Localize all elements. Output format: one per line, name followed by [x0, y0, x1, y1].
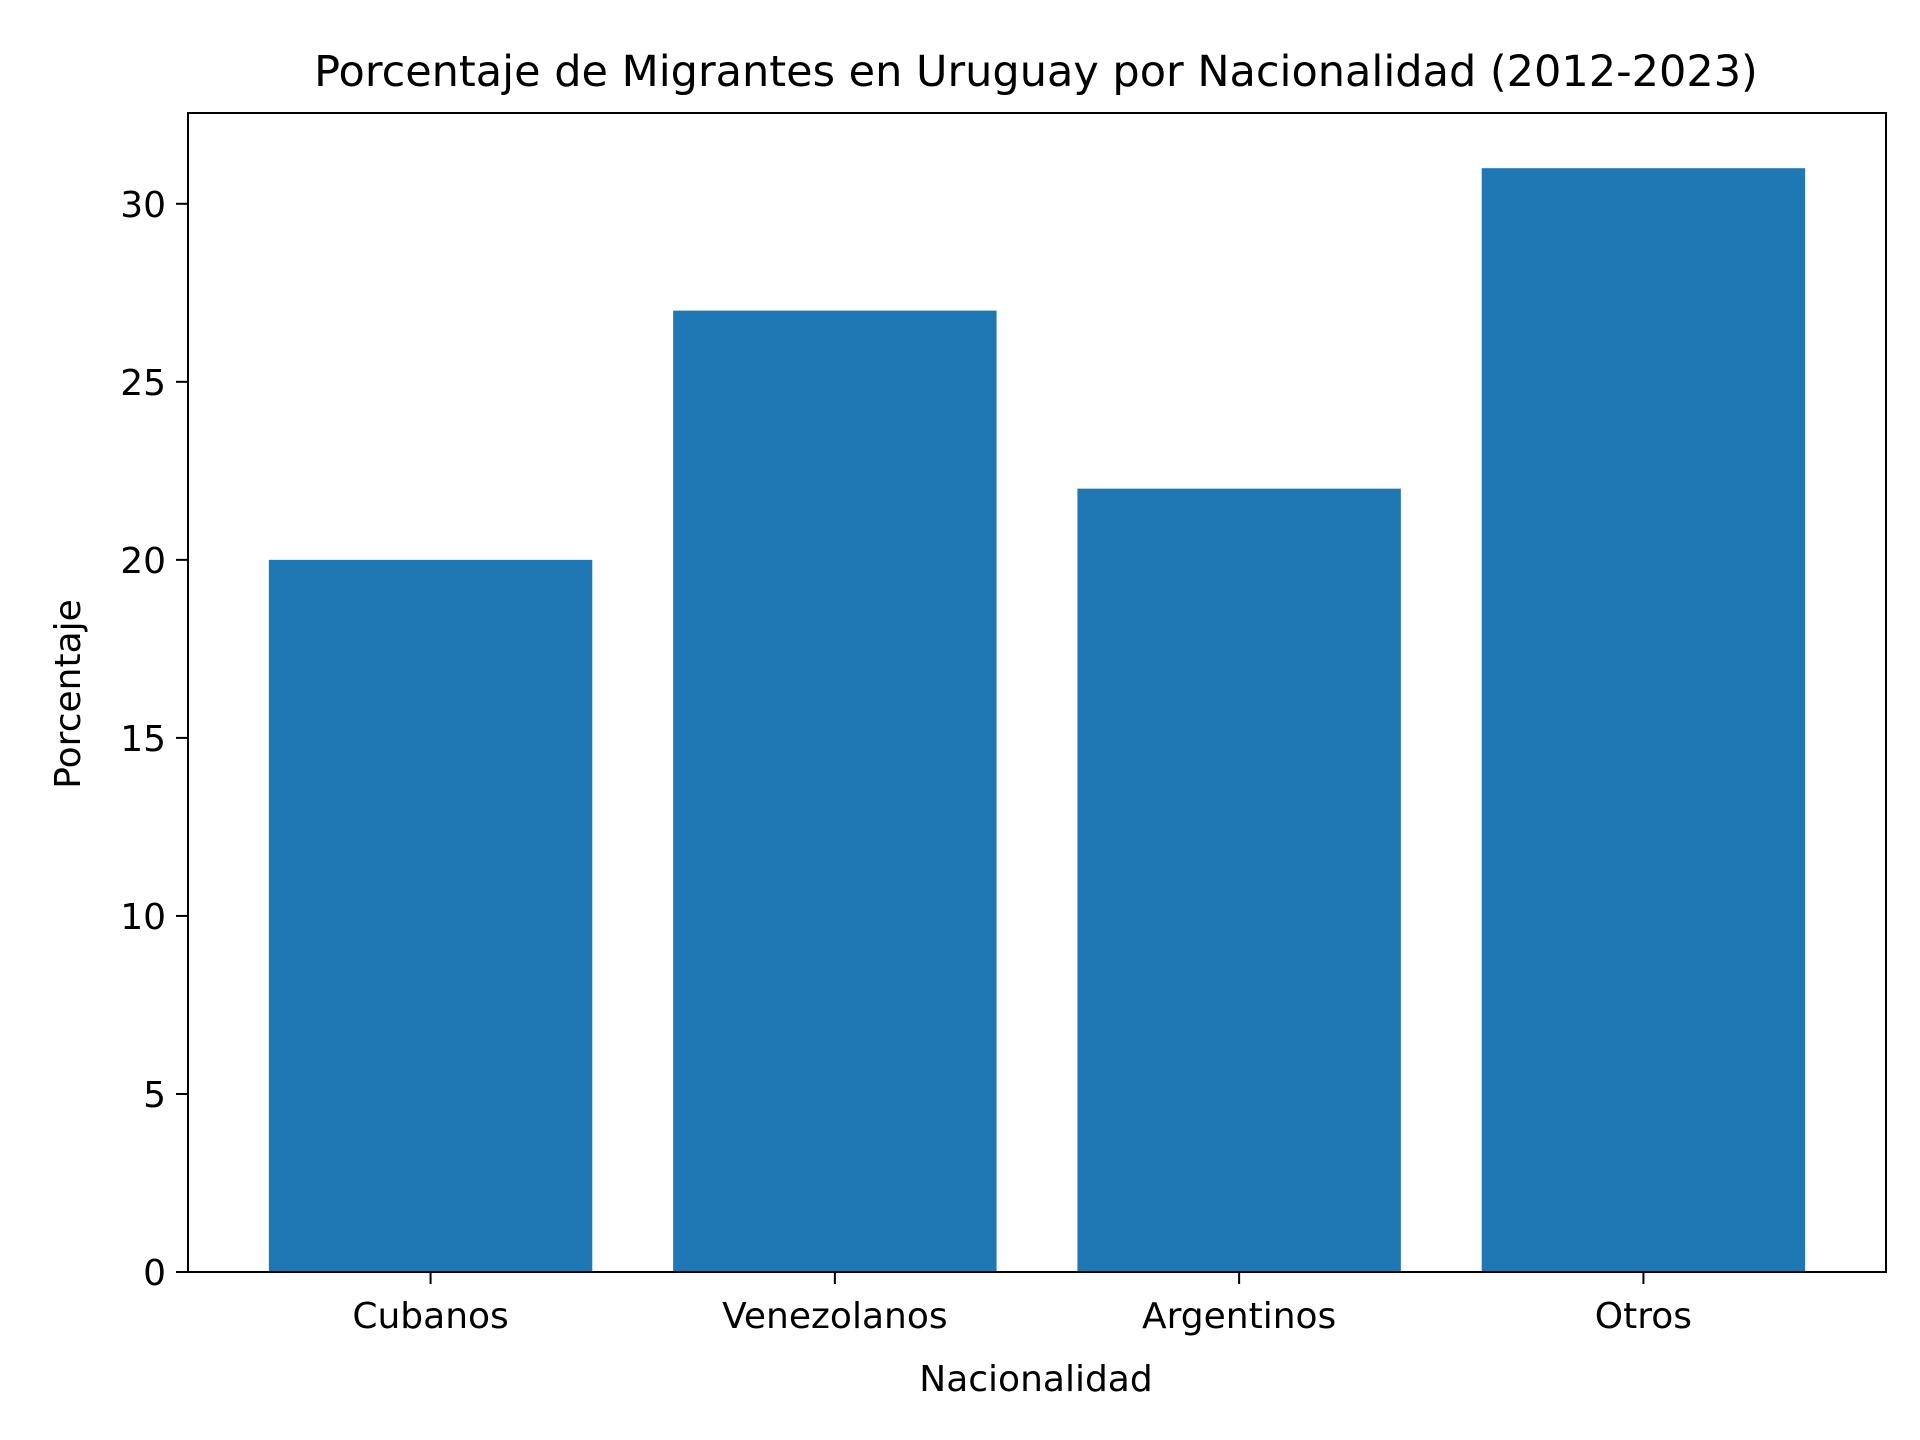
chart-title: Porcentaje de Migrantes en Uruguay por N…: [314, 47, 1758, 97]
y-tick-label: 10: [120, 897, 166, 938]
y-axis: 0 5 10 15 20 25 30: [120, 185, 188, 1294]
y-tick-label: 25: [120, 363, 166, 404]
y-tick-label: 0: [143, 1253, 166, 1294]
y-tick-label: 15: [120, 719, 166, 760]
bar-cubanos: [268, 559, 593, 1272]
x-tick-label-argentinos: Argentinos: [1142, 1296, 1336, 1337]
bars-group: [268, 168, 1806, 1273]
x-tick-label-otros: Otros: [1595, 1296, 1692, 1337]
bar-otros: [1481, 168, 1806, 1273]
y-tick-label: 20: [120, 541, 166, 582]
y-tick-label: 5: [143, 1075, 166, 1116]
bar-argentinos: [1077, 488, 1401, 1272]
bar-venezolanos: [673, 310, 997, 1272]
x-tick-label-cubanos: Cubanos: [352, 1296, 508, 1337]
x-tick-label-venezolanos: Venezolanos: [722, 1296, 948, 1337]
x-axis: Cubanos Venezolanos Argentinos Otros: [352, 1272, 1692, 1337]
y-axis-label: Porcentaje: [48, 599, 89, 789]
x-axis-label: Nacionalidad: [919, 1359, 1152, 1400]
y-tick-label: 30: [120, 185, 166, 226]
plot-frame: [187, 112, 1887, 1273]
